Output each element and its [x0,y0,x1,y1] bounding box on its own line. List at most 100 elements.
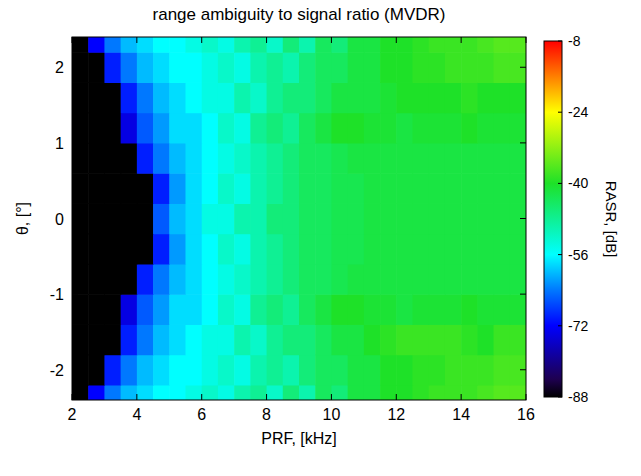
colorbar-tick-label: -24 [568,104,588,120]
cell [477,355,494,386]
cell [218,355,235,386]
cell [494,113,511,144]
cell [348,173,365,204]
cell [250,203,267,234]
cell [72,203,89,234]
y-tick-label: 2 [55,59,64,76]
cell [169,203,186,234]
cell [283,173,300,204]
colorbar [544,41,562,397]
plot-frame [72,37,526,400]
cell [153,294,170,325]
cell [218,37,235,53]
cell [413,264,430,295]
cell [380,203,397,234]
cell [445,203,462,234]
cell [283,113,300,144]
cell [494,294,511,325]
y-tick [72,218,78,219]
cell [315,355,332,386]
cell [445,385,462,400]
cell [72,294,89,325]
cell [88,264,105,295]
x-tick [72,37,73,43]
cell [202,355,219,386]
cell [250,264,267,295]
cell [202,385,219,400]
cell [153,113,170,144]
cell [380,294,397,325]
cell [348,143,365,174]
cell [364,203,381,234]
cell [137,82,154,113]
cell [396,294,413,325]
cell [331,173,348,204]
cell [461,264,478,295]
cell [348,203,365,234]
cell [104,173,121,204]
cell [445,355,462,386]
cell [315,113,332,144]
cell [186,203,203,234]
cell [477,385,494,400]
cell [348,82,365,113]
cell [153,324,170,355]
cell [250,234,267,265]
cell [121,82,138,113]
cell [88,355,105,386]
cell [299,143,316,174]
cell [445,294,462,325]
cell [429,82,446,113]
cell [348,37,365,53]
cell [461,173,478,204]
cell [445,264,462,295]
cell [250,385,267,400]
y-tick [520,369,526,370]
cell [413,82,430,113]
cell [104,324,121,355]
cell [104,113,121,144]
cell [380,37,397,53]
cell [429,324,446,355]
cell [250,37,267,53]
cell [283,52,300,83]
x-tick [526,37,527,43]
cell [331,234,348,265]
cell [153,143,170,174]
cell [510,37,526,53]
cell [396,355,413,386]
cell [380,385,397,400]
cell [461,234,478,265]
cell [413,234,430,265]
cell [104,234,121,265]
cell [331,52,348,83]
cell [299,355,316,386]
cell [72,37,89,53]
cell [461,52,478,83]
cell [380,234,397,265]
cell [429,37,446,53]
cell [153,355,170,386]
cell [413,294,430,325]
cell [494,234,511,265]
x-tick [461,394,462,400]
x-tick-label: 4 [132,406,141,423]
cell [153,82,170,113]
x-tick-label: 6 [197,406,206,423]
cell [364,294,381,325]
cell [88,294,105,325]
cell [315,82,332,113]
cell [331,324,348,355]
cell [169,143,186,174]
cell [315,294,332,325]
cell [364,113,381,144]
cell [234,82,251,113]
cell [364,37,381,53]
cell [348,52,365,83]
cell [283,203,300,234]
cell [169,234,186,265]
cell [267,385,284,400]
cell [104,264,121,295]
cell [477,264,494,295]
y-tick [520,294,526,295]
